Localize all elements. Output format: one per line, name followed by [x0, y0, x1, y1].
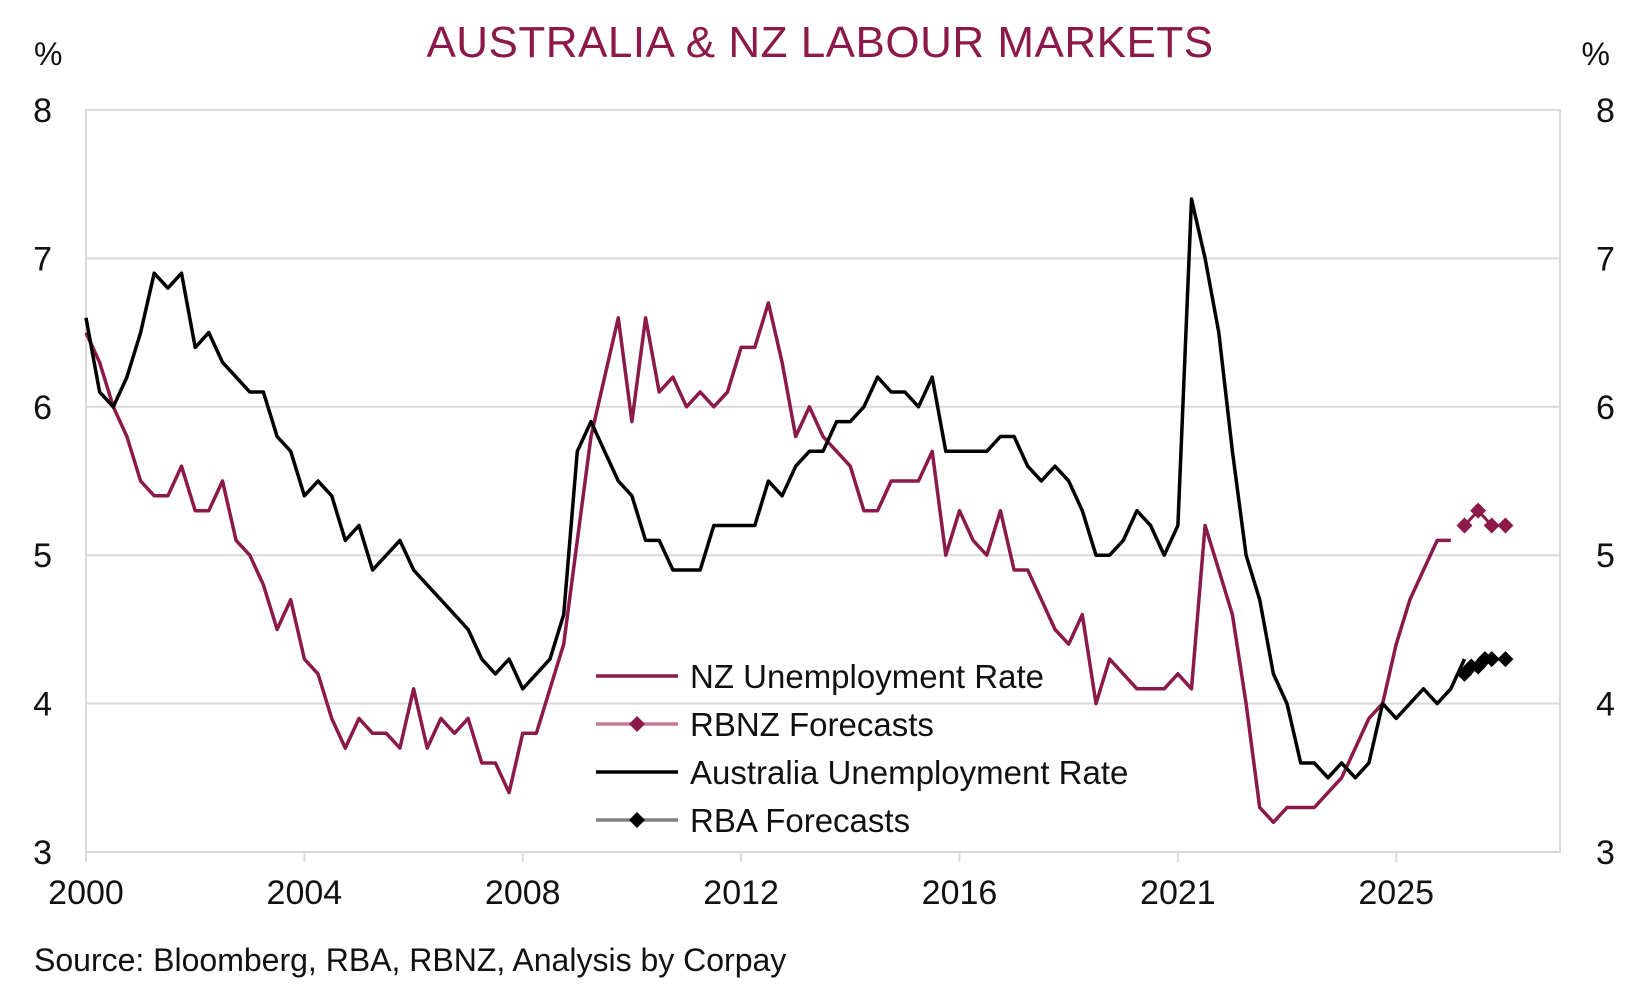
y-tick-label-right: 7 — [1596, 240, 1615, 278]
series-markers — [1456, 502, 1514, 682]
y-tick-label-right: 3 — [1596, 834, 1615, 872]
right-axis-unit: % — [1581, 36, 1610, 72]
y-tick-label-right: 5 — [1596, 537, 1615, 575]
legend-marker-rba-forecasts — [629, 812, 645, 828]
y-tick-label-left: 8 — [33, 92, 52, 130]
source-note: Source: Bloomberg, RBA, RBNZ, Analysis b… — [34, 942, 787, 978]
rbnz-forecasts-marker — [1470, 502, 1487, 519]
x-tick-label: 2016 — [922, 874, 998, 912]
rba-forecasts-marker — [1483, 651, 1500, 668]
legend-label-rbnz-forecasts: RBNZ Forecasts — [690, 706, 934, 743]
y-tick-label-left: 7 — [33, 240, 52, 278]
y-tick-label-left: 4 — [33, 686, 52, 724]
legend-label-australia-unemployment-rate: Australia Unemployment Rate — [690, 754, 1128, 791]
legend-label-rba-forecasts: RBA Forecasts — [690, 802, 910, 839]
y-tick-label-left: 5 — [33, 537, 52, 575]
y-tick-label-left: 3 — [33, 834, 52, 872]
australia-unemployment-rate-line — [84, 197, 1467, 780]
rba-forecasts-marker — [1497, 651, 1514, 668]
legend-label-nz-unemployment-rate: NZ Unemployment Rate — [690, 658, 1044, 695]
x-tick-label: 2000 — [48, 874, 124, 912]
axes: 3 3 4 4 5 5 6 6 7 7 8 8 2000 2004 2008 2012 2016 2021 2025 — [33, 92, 1615, 912]
rbnz-forecasts-marker — [1456, 517, 1473, 534]
y-tick-label-right: 8 — [1596, 92, 1615, 130]
x-tick-label: 2004 — [267, 874, 343, 912]
legend-marker-rbnz-forecasts — [629, 716, 645, 732]
y-tick-label-left: 6 — [33, 389, 52, 427]
gridlines — [86, 257, 1560, 705]
x-tick-label: 2021 — [1140, 874, 1216, 912]
rbnz-forecasts-marker — [1497, 517, 1514, 534]
left-axis-unit: % — [34, 36, 63, 72]
plot-area-frame — [85, 109, 1561, 853]
y-tick-label-right: 4 — [1596, 686, 1615, 724]
nz-unemployment-rate-line — [84, 301, 1451, 825]
y-tick-label-right: 6 — [1596, 389, 1615, 427]
rbnz-forecasts-line — [1463, 508, 1506, 527]
x-tick-label: 2008 — [485, 874, 561, 912]
legend: NZ Unemployment Rate RBNZ Forecasts Austra… — [596, 658, 1128, 839]
x-tick-label: 2012 — [703, 874, 779, 912]
rbnz-forecasts-marker — [1483, 517, 1500, 534]
x-tick-label: 2025 — [1358, 874, 1434, 912]
chart-title: AUSTRALIA & NZ LABOUR MARKETS — [426, 18, 1214, 67]
